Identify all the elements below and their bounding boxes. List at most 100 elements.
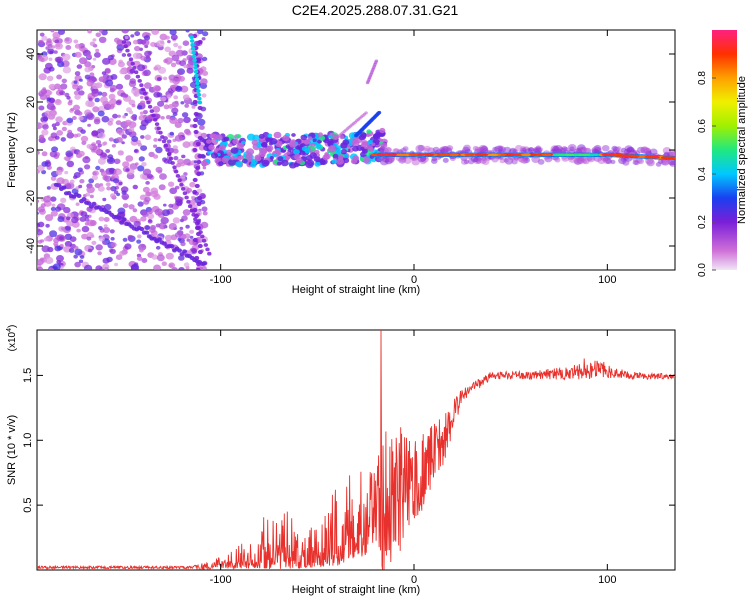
- heatmap-cell-708: [138, 156, 145, 162]
- heatmap-cell-213: [132, 39, 139, 45]
- heatmap-cell-358: [37, 222, 41, 228]
- heatmap-cell-399: [72, 84, 79, 90]
- heatmap-cell-872: [57, 216, 65, 223]
- heatmap-cell-760: [182, 40, 190, 46]
- heatmap-cell-444: [95, 32, 102, 38]
- heatmap-cell-836: [117, 150, 124, 156]
- heatmap-cell-2428: [408, 153, 419, 157]
- heatmap-cell-1509: [359, 157, 365, 162]
- heatmap-cell-241: [64, 233, 73, 240]
- heatmap-cell-817: [88, 178, 95, 184]
- heatmap-cell-860: [40, 88, 48, 95]
- heatmap-cell-2427: [376, 153, 387, 157]
- heatmap-cell-301: [113, 158, 121, 165]
- heatmap-cell-34: [73, 254, 78, 259]
- heatmap-cell-810: [66, 220, 74, 227]
- heatmap-cell-1001: [56, 183, 62, 188]
- heatmap-cell-1524: [219, 144, 226, 151]
- heatmap-cell-1026: [119, 220, 125, 225]
- heatmap-cell-104: [119, 69, 126, 75]
- heatmap-cell-519: [98, 36, 107, 43]
- heatmap-cell-179: [201, 37, 206, 41]
- heatmap-cell-959: [173, 42, 179, 48]
- heatmap-cell-636: [182, 209, 191, 216]
- heatmap-cell-1152: [190, 43, 195, 47]
- heatmap-cell-631: [44, 110, 52, 117]
- heatmap-cell-39: [179, 226, 184, 230]
- heatmap-cell-851: [124, 35, 129, 40]
- heatmap-cell-1159: [193, 69, 199, 74]
- heatmap-cell-670: [83, 58, 88, 63]
- heatmap-cell-439: [97, 251, 102, 256]
- heatmap-cell-1591: [208, 144, 215, 151]
- heatmap-cell-981: [149, 227, 156, 233]
- heatmap-cell-333: [137, 165, 145, 172]
- heatmap-cell-1466: [199, 137, 205, 142]
- heatmap-cell-422: [46, 38, 52, 43]
- heatmap-cell-1471: [336, 145, 342, 150]
- heatmap-cell-66: [102, 197, 107, 202]
- heatmap-cell-211: [84, 61, 92, 68]
- heatmap-ytick-label-4: 40: [25, 48, 37, 60]
- heatmap-cell-1094: [181, 187, 186, 191]
- heatmap-cell-170: [109, 229, 115, 234]
- heatmap-cell-1065: [130, 61, 135, 66]
- heatmap-cell-698: [177, 70, 183, 75]
- heatmap-cell-1992: [582, 158, 590, 165]
- heatmap-cell-949: [102, 263, 110, 270]
- heatmap-cell-41: [189, 235, 194, 239]
- heatmap-cell-269: [108, 93, 116, 100]
- heatmap-cell-726: [99, 30, 104, 33]
- heatmap-cell-877: [166, 139, 172, 144]
- heatmap-cell-844: [168, 181, 175, 187]
- heatmap-cell-267: [94, 52, 101, 58]
- heatmap-cell-928: [125, 155, 134, 162]
- heatmap-cell-781: [88, 97, 93, 102]
- heatmap-cell-1554: [221, 137, 227, 143]
- heatmap-cell-989: [55, 169, 63, 176]
- heatmap-xtick-label-1: 0: [411, 274, 417, 286]
- heatmap-cell-713: [155, 166, 163, 173]
- heatmap-cell-262: [202, 31, 209, 37]
- heatmap-cell-908: [63, 156, 69, 161]
- heatmap-cell-1069: [137, 79, 142, 83]
- heatmap-cell-379: [38, 105, 45, 111]
- heatmap-cell-567: [74, 71, 81, 76]
- heatmap-cell-1487: [327, 138, 333, 143]
- heatmap-cell-758: [181, 215, 188, 221]
- heatmap-cell-268: [76, 64, 83, 69]
- heatmap-cell-681: [127, 234, 133, 240]
- heatmap-cell-1015: [91, 201, 97, 206]
- heatmap-cell-1087: [168, 156, 174, 161]
- heatmap-cell-1078: [153, 117, 158, 122]
- heatmap-cell-744: [137, 64, 146, 72]
- heatmap-cell-198: [45, 214, 54, 222]
- heatmap-cell-1105: [200, 234, 205, 239]
- heatmap-cell-719: [116, 128, 123, 135]
- heatmap-cell-801: [58, 226, 65, 232]
- heatmap-cell-140: [99, 183, 104, 187]
- heatmap-cell-1595: [273, 131, 282, 139]
- heatmap-cell-856: [116, 169, 123, 175]
- heatmap-cell-705: [130, 263, 140, 270]
- heatmap-cell-52: [41, 245, 50, 253]
- heatmap-cell-1117: [195, 225, 200, 231]
- heatmap-cell-363: [79, 78, 83, 82]
- heatmap-cell-648: [182, 94, 190, 101]
- heatmap-cell-1539: [200, 160, 208, 167]
- heatmap-cell-1969: [388, 155, 396, 162]
- heatmap-cell-582: [78, 90, 85, 96]
- heatmap-cell-1115: [192, 237, 198, 243]
- heatmap-ytick-label-0: -40: [25, 238, 37, 254]
- heatmap-cell-335: [37, 266, 43, 270]
- heatmap-cell-153: [178, 255, 185, 261]
- heatmap-cell-1565: [340, 149, 347, 155]
- heatmap-cell-1153: [190, 46, 196, 51]
- heatmap-cell-779: [66, 132, 75, 139]
- heatmap-cell-15: [185, 30, 190, 33]
- heatmap-cell-993: [131, 136, 139, 142]
- heatmap-cell-1708: [601, 145, 610, 152]
- heatmap-cell-1150: [189, 35, 194, 40]
- heatmap-cell-1046: [169, 244, 175, 249]
- heatmap-cell-1563: [358, 134, 366, 141]
